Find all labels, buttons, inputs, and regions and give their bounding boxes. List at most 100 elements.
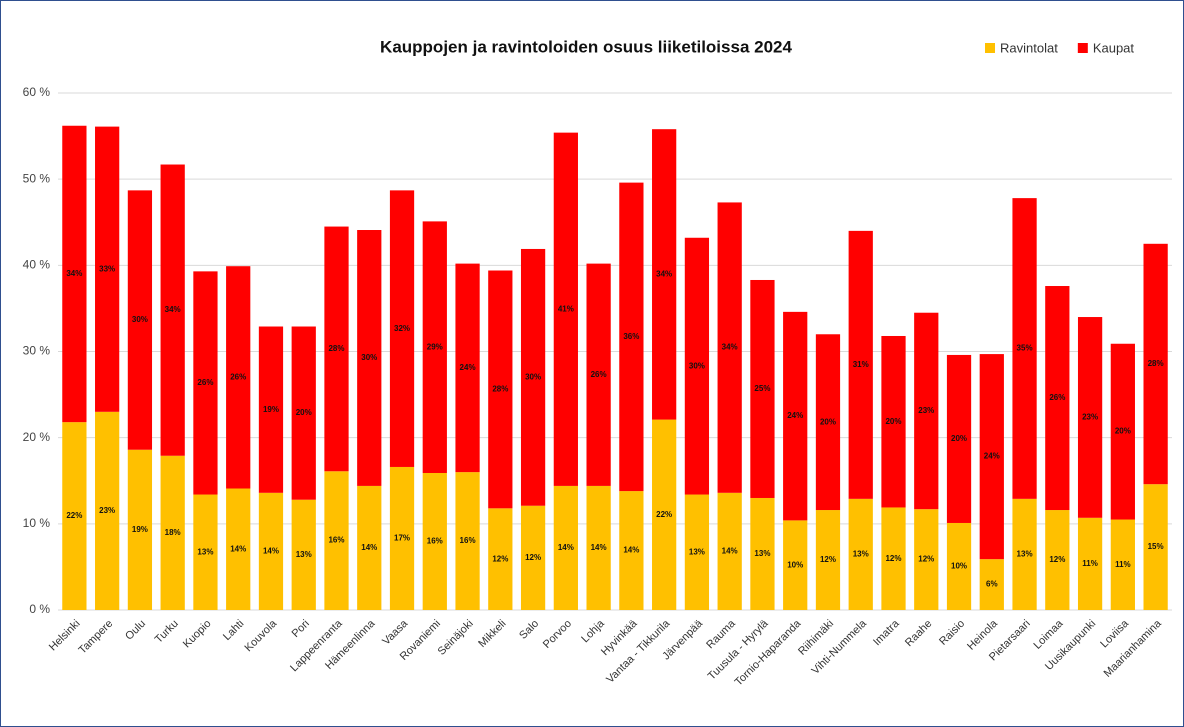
bar-segment <box>127 190 153 450</box>
bar-segment <box>357 485 382 610</box>
data-label: 14% <box>623 546 639 555</box>
data-label: 30% <box>132 315 148 324</box>
legend-swatch <box>1077 43 1088 53</box>
data-label: 14% <box>722 547 738 556</box>
y-tick-label: 60 % <box>23 85 51 99</box>
data-label: 13% <box>853 550 869 559</box>
data-label: 34% <box>656 269 672 278</box>
data-label: 28% <box>492 385 508 394</box>
bar-segment <box>1012 198 1037 499</box>
data-label: 33% <box>99 264 115 273</box>
data-label: 24% <box>984 452 1000 461</box>
bar-segment <box>1045 286 1070 511</box>
data-label: 13% <box>296 550 312 559</box>
data-label: 18% <box>165 528 181 537</box>
data-label: 6% <box>986 580 998 589</box>
bar-segment <box>750 279 775 498</box>
y-tick-label: 30 % <box>23 344 51 358</box>
data-label: 22% <box>656 510 672 519</box>
data-label: 12% <box>885 554 901 563</box>
bar-segment <box>1012 498 1037 610</box>
y-tick-label: 50 % <box>23 171 51 185</box>
legend-swatch <box>985 43 995 53</box>
bar-segment <box>520 248 546 506</box>
data-label: 12% <box>492 554 508 563</box>
data-label: 12% <box>918 555 934 564</box>
data-label: 17% <box>394 534 410 543</box>
data-label: 11% <box>1082 559 1098 568</box>
data-label: 26% <box>197 378 213 387</box>
data-label: 26% <box>591 370 607 379</box>
bar-segment <box>848 230 873 499</box>
bar-segment <box>881 335 906 508</box>
bar-segment <box>324 471 349 610</box>
bar-segment <box>914 312 939 510</box>
bar-segment <box>946 354 972 523</box>
bar-segment <box>520 505 546 610</box>
data-label: 26% <box>230 372 246 381</box>
bar-segment <box>1110 519 1135 610</box>
data-label: 32% <box>394 324 410 333</box>
bar-segment <box>258 326 284 493</box>
bar-segment <box>783 520 808 610</box>
data-label: 35% <box>1017 344 1033 353</box>
bar-segment <box>455 472 480 610</box>
data-label: 34% <box>165 305 181 314</box>
data-label: 16% <box>427 537 443 546</box>
bar-segment <box>1143 243 1168 485</box>
data-label: 14% <box>558 543 574 552</box>
bar-segment <box>193 494 218 610</box>
data-label: 28% <box>1148 359 1164 368</box>
data-label: 30% <box>361 353 377 362</box>
bar-segment <box>357 230 382 486</box>
bar-segment <box>488 270 513 509</box>
bar-segment <box>684 494 710 610</box>
data-label: 16% <box>460 536 476 545</box>
data-label: 31% <box>853 360 869 369</box>
bar-segment <box>95 126 120 412</box>
bar-segment <box>619 182 644 492</box>
chart-title: Kauppojen ja ravintoloiden osuus liiketi… <box>380 37 792 56</box>
bar-segment <box>946 522 972 610</box>
bar-segment <box>553 132 578 486</box>
data-label: 23% <box>99 506 115 515</box>
bar-segment <box>619 491 644 610</box>
data-label: 19% <box>132 525 148 534</box>
data-label: 10% <box>787 560 803 569</box>
bar-segment <box>848 498 873 610</box>
data-label: 12% <box>525 553 541 562</box>
bar-segment <box>717 492 742 610</box>
bar-segment <box>455 263 480 473</box>
bar-segment <box>914 509 939 610</box>
data-label: 22% <box>66 511 82 520</box>
bar-segment <box>127 449 153 610</box>
data-label: 16% <box>328 536 344 545</box>
data-label: 30% <box>689 361 705 370</box>
bar-segment <box>160 455 185 610</box>
y-tick-label: 10 % <box>23 516 51 530</box>
bar-segment <box>881 507 906 610</box>
bar-segment <box>750 497 775 610</box>
bar-segment <box>1110 343 1135 520</box>
bar-segment <box>291 326 316 500</box>
data-label: 30% <box>525 372 541 381</box>
bar-segment <box>193 271 218 495</box>
bar-segment <box>389 190 415 467</box>
data-label: 19% <box>263 405 279 414</box>
legend-label: Kaupat <box>1093 40 1135 55</box>
data-label: 13% <box>1017 550 1033 559</box>
bar-segment <box>684 237 710 495</box>
y-tick-label: 0 % <box>29 602 50 616</box>
data-label: 24% <box>460 363 476 372</box>
data-label: 13% <box>689 547 705 556</box>
y-tick-label: 20 % <box>23 430 51 444</box>
data-label: 23% <box>1082 413 1098 422</box>
bar-segment <box>783 311 808 521</box>
bar-segment <box>1077 517 1103 610</box>
data-label: 34% <box>722 343 738 352</box>
bar-segment <box>422 221 447 473</box>
data-label: 11% <box>1115 560 1131 569</box>
bar-segment <box>815 510 841 610</box>
bar-segment <box>62 422 87 610</box>
data-label: 29% <box>427 342 443 351</box>
